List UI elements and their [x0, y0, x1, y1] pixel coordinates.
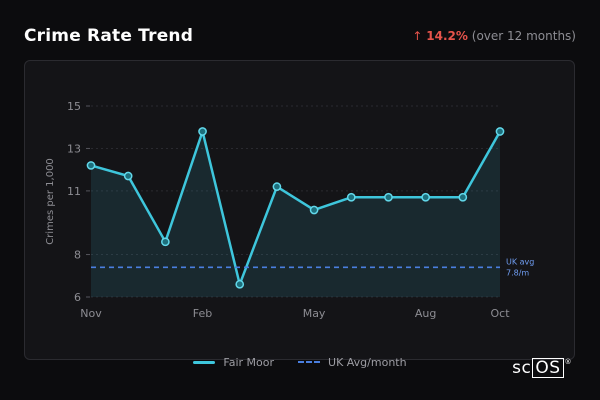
x-tick-label: Feb: [193, 307, 212, 320]
x-tick-label: Aug: [415, 307, 436, 320]
chart-header: Crime Rate Trend ↑ 14.2% (over 12 months…: [24, 26, 576, 48]
reference-label-name: UK avg: [506, 257, 534, 266]
y-tick-label: 13: [67, 142, 81, 155]
y-tick-label: 11: [67, 185, 81, 198]
legend-item-series[interactable]: Fair Moor: [193, 355, 274, 369]
trend-change-note: (over 12 months): [471, 29, 576, 43]
trend-change-value: 14.2%: [426, 29, 468, 43]
trend-up-arrow-icon: ↑: [412, 29, 423, 43]
y-tick-label: 15: [67, 100, 81, 113]
data-point: [235, 279, 245, 289]
legend-label-reference: UK Avg/month: [328, 355, 407, 369]
reference-label-value: 7.8/m: [506, 268, 529, 277]
legend-swatch-reference: [298, 361, 321, 363]
x-tick-label: May: [303, 307, 326, 320]
data-point: [495, 127, 505, 136]
chart-legend: Fair Moor UK Avg/month: [0, 355, 600, 369]
logo-prefix: sc: [512, 358, 532, 378]
legend-item-reference[interactable]: UK Avg/month: [298, 355, 407, 369]
data-point: [272, 182, 282, 191]
chart-title: Crime Rate Trend: [24, 26, 194, 46]
data-point: [458, 192, 468, 202]
data-point: [384, 192, 393, 202]
x-tick-label: Nov: [80, 307, 102, 320]
chart-card: [24, 60, 575, 360]
logo-registered-mark: ®: [564, 358, 572, 366]
data-point: [198, 127, 207, 136]
data-point: [346, 192, 356, 202]
series-area: [91, 131, 500, 297]
legend-swatch-series: [193, 360, 216, 364]
logo-boxed-text: OS: [532, 358, 564, 378]
data-point: [86, 161, 96, 170]
data-point: [421, 192, 430, 202]
y-tick-label: 6: [74, 291, 81, 304]
y-axis-label: Crimes per 1,000: [45, 158, 56, 245]
scos-logo: sc OS ®: [512, 358, 572, 378]
x-tick-label: Oct: [490, 307, 510, 320]
data-point: [161, 237, 170, 247]
legend-label-series: Fair Moor: [223, 355, 275, 369]
data-point: [309, 205, 319, 215]
series-line: [90, 130, 502, 286]
data-point: [123, 171, 133, 181]
y-tick-label: 8: [74, 249, 81, 262]
trend-change: ↑ 14.2% (over 12 months): [412, 29, 576, 43]
